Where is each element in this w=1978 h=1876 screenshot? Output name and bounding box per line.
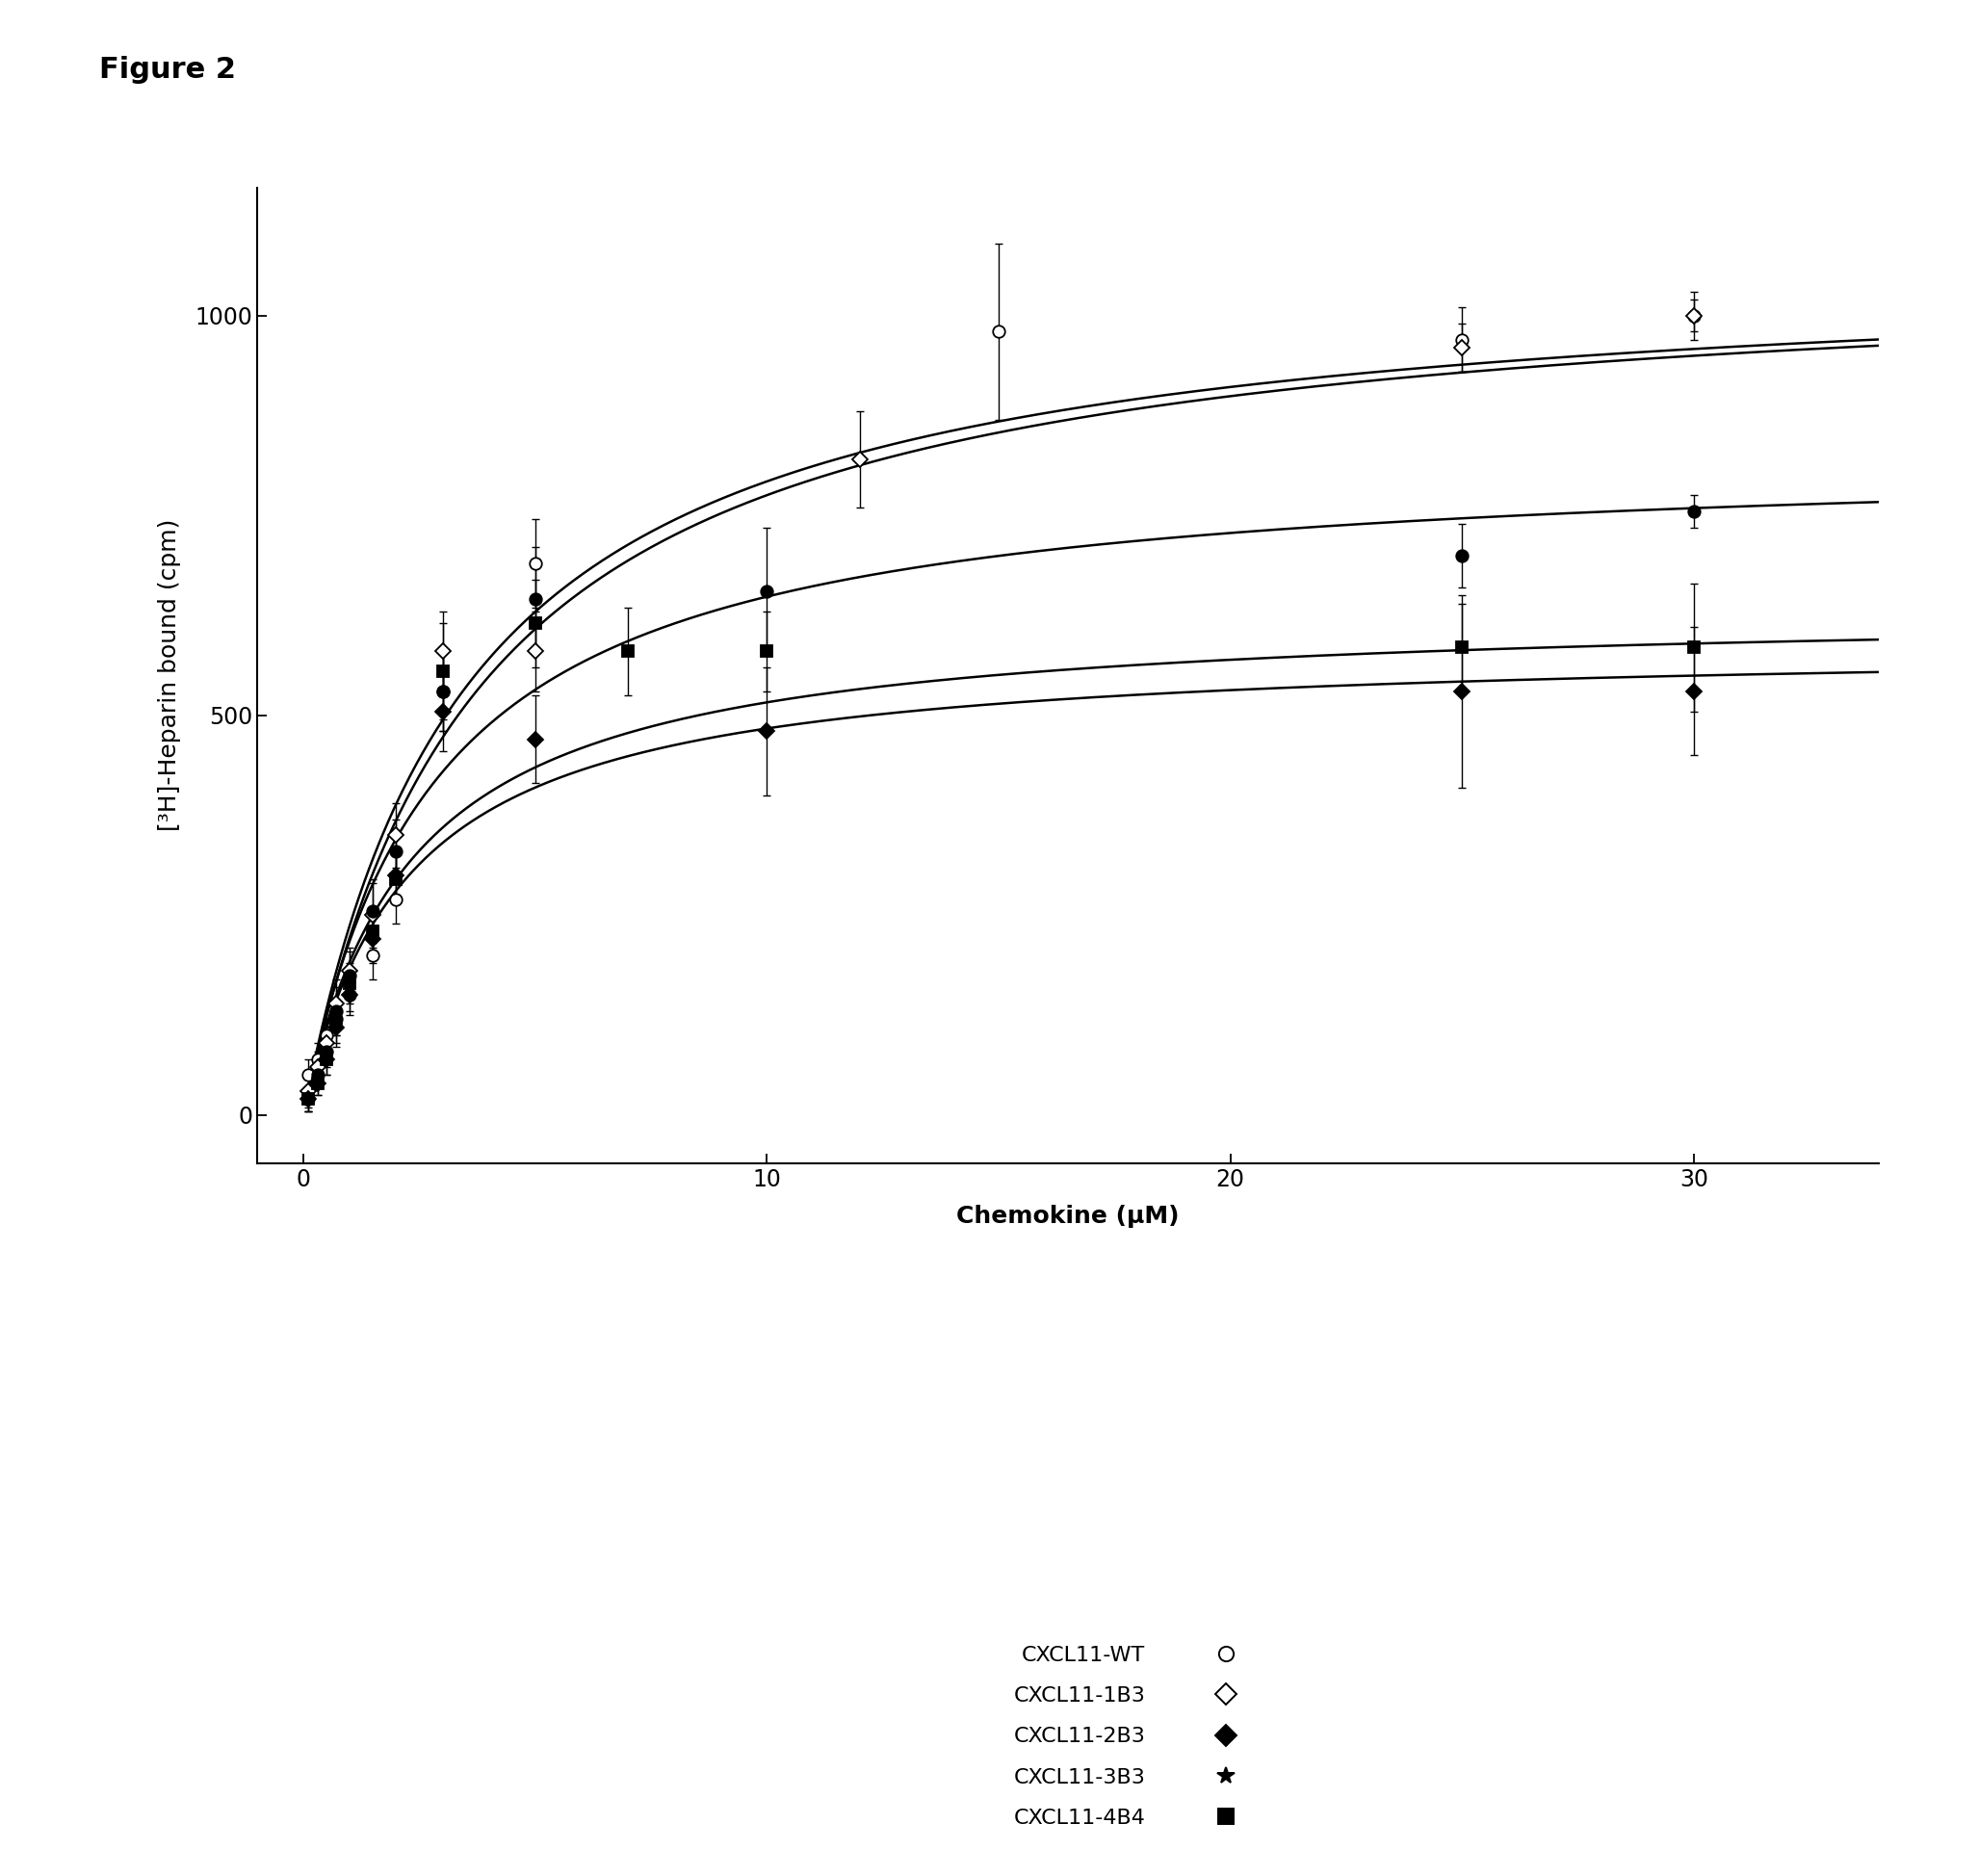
Y-axis label: [³H]-Heparin bound (cpm): [³H]-Heparin bound (cpm): [158, 520, 182, 831]
X-axis label: Chemokine (μM): Chemokine (μM): [957, 1204, 1179, 1227]
Legend: CXCL11-WT, CXCL11-1B3, CXCL11-2B3, CXCL11-3B3, CXCL11-4B4: CXCL11-WT, CXCL11-1B3, CXCL11-2B3, CXCL1…: [1013, 1645, 1242, 1827]
Text: Figure 2: Figure 2: [99, 56, 235, 84]
